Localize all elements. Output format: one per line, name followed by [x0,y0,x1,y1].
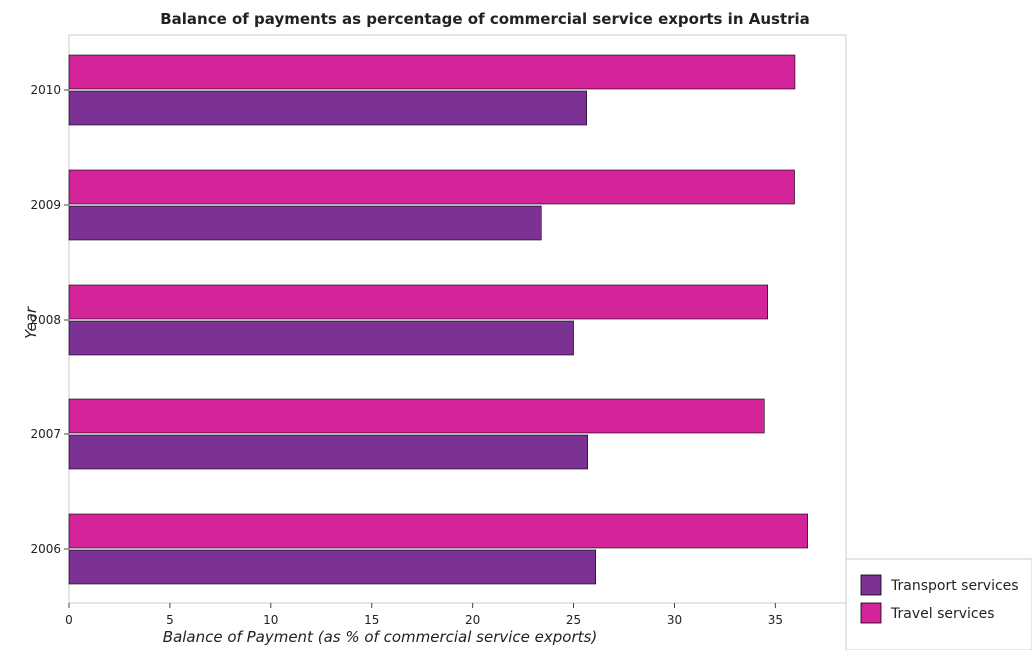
x-axis-ticks: 0 5 10 15 20 25 30 35 [65,603,783,627]
x-tick-label: 10 [263,613,278,627]
x-axis-label: Balance of Payment (as % of commercial s… [163,628,597,646]
legend-swatch-transport [860,574,882,596]
x-tick-label: 0 [65,613,73,627]
bar-travel-2010 [68,54,796,90]
bars-group [68,54,808,585]
bar-transport-2006 [68,549,597,585]
y-axis-label: Year [22,306,40,339]
bar-transport-2010 [68,90,587,126]
legend: Transport services Travel services [845,558,1032,650]
x-tick-label: 25 [566,613,581,627]
legend-swatch-travel [860,602,882,624]
bar-transport-2008 [68,320,574,356]
x-tick-label: 35 [768,613,783,627]
x-tick-label: 15 [364,613,379,627]
bar-travel-2007 [68,398,765,434]
x-tick-label: 5 [166,613,174,627]
y-tick-label-2006: 2006 [30,542,61,556]
x-tick-label: 30 [667,613,682,627]
y-tick-label-2007: 2007 [30,427,61,441]
y-axis-ticks: 2006 2007 2008 2009 2010 [30,83,69,556]
bar-transport-2007 [68,434,588,470]
y-tick-label-2009: 2009 [30,198,61,212]
chart-title: Balance of payments as percentage of com… [160,10,810,28]
legend-label-transport: Transport services [890,578,1019,594]
legend-label-travel: Travel services [890,606,995,622]
bar-travel-2008 [68,284,768,320]
bar-travel-2009 [68,169,795,205]
bar-travel-2006 [68,513,808,549]
y-tick-label-2010: 2010 [30,83,61,97]
bar-transport-2009 [68,205,542,241]
y-tick-label-2008: 2008 [30,313,61,327]
x-tick-label: 20 [465,613,480,627]
